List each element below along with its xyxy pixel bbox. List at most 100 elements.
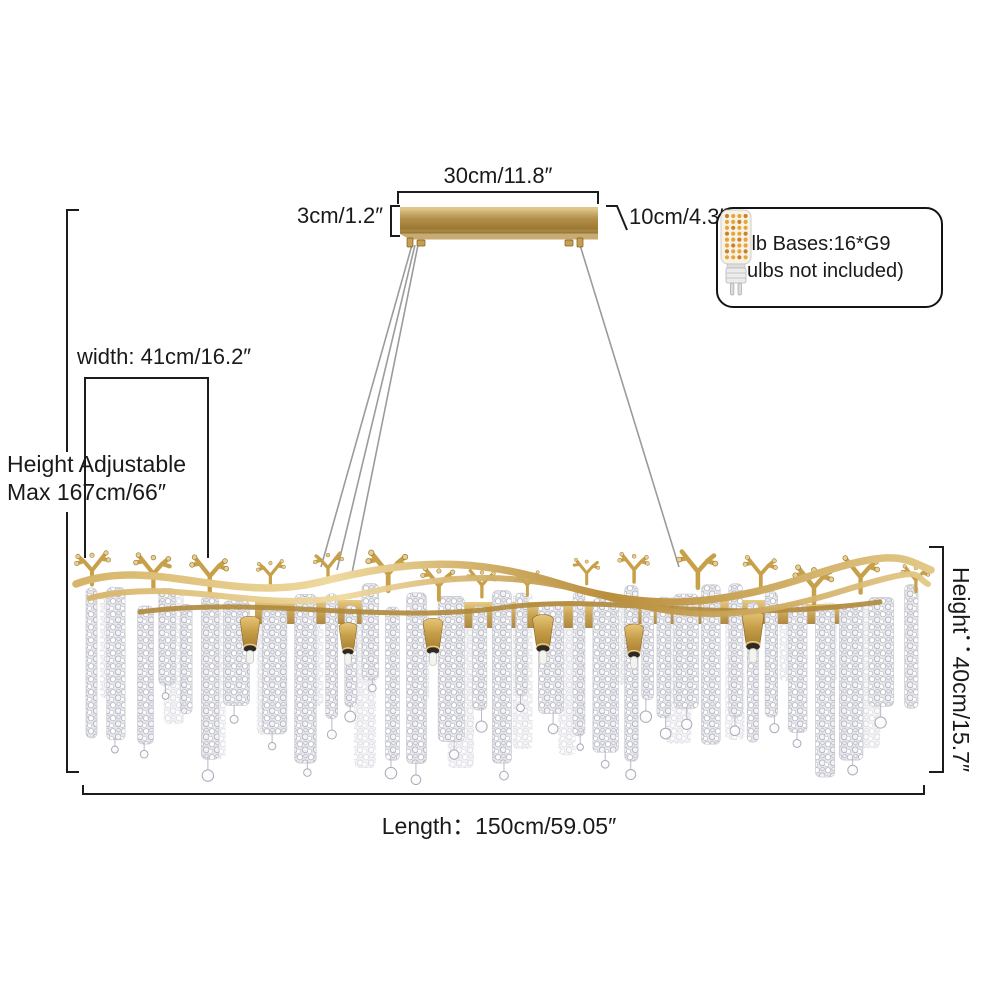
crystal-drop-highlight xyxy=(370,685,373,688)
twig-strokes xyxy=(572,558,600,586)
twig-strokes xyxy=(617,552,650,584)
twig-tip xyxy=(150,554,157,561)
suspension-wire xyxy=(579,244,680,568)
crystal-strand xyxy=(815,607,836,778)
socket-cone xyxy=(741,610,765,647)
fixture-width-bracket xyxy=(84,377,209,558)
socket-cone xyxy=(624,623,644,655)
twig-tip xyxy=(105,557,111,563)
bulb-dot xyxy=(724,255,730,260)
socket-cone xyxy=(239,615,261,649)
gold-twig xyxy=(313,551,344,582)
bulb-socket xyxy=(741,610,765,664)
bulb-dot xyxy=(743,249,748,254)
twig-tip xyxy=(772,565,778,570)
twig-strokes xyxy=(256,559,286,589)
canopy-depth-indicator xyxy=(606,205,628,231)
bulb-dot xyxy=(731,225,736,230)
twig-tip xyxy=(479,570,484,575)
branch-vine xyxy=(72,554,935,606)
crystal-strand xyxy=(294,594,317,764)
bulbs-not-included-text: (Bulbs not included) xyxy=(727,259,904,282)
crystal-strand xyxy=(572,591,586,737)
crystal-drop-highlight xyxy=(602,761,606,765)
crystal-drop xyxy=(139,749,149,759)
crystal-drop-highlight xyxy=(163,693,166,696)
socket-cone xyxy=(338,622,358,652)
twig-tip xyxy=(644,555,649,560)
twig-tip xyxy=(325,552,331,558)
bulb-sockets xyxy=(239,610,765,670)
bulb-dot xyxy=(731,231,736,236)
socket-opening xyxy=(243,645,257,653)
crystal-drop-highlight xyxy=(501,772,505,776)
twig-strokes xyxy=(676,549,718,591)
crystal-strand xyxy=(728,583,743,718)
crystal-drop xyxy=(769,723,780,734)
bulb-socket xyxy=(624,623,644,670)
twig-strokes xyxy=(133,552,172,591)
twig-tip xyxy=(223,565,230,572)
twig-tip xyxy=(645,561,650,566)
twig-tip xyxy=(103,550,109,556)
socket-opening xyxy=(536,645,550,653)
twig-tip xyxy=(191,554,198,560)
twig-tip xyxy=(619,551,624,557)
bulb-dot xyxy=(743,225,748,230)
suspension-wires xyxy=(320,244,680,574)
bulb-dot xyxy=(724,249,730,254)
twig-tip xyxy=(574,557,578,562)
canopy-top-edge xyxy=(400,207,598,211)
crystal-drop-highlight xyxy=(627,771,631,775)
crystal-strand xyxy=(515,592,528,697)
crystal-drop-highlight xyxy=(478,722,482,727)
bulb-dot xyxy=(737,255,742,260)
crystal-drop xyxy=(161,692,170,700)
canopy-body xyxy=(400,210,598,234)
crystal-drop xyxy=(229,714,239,724)
bulb-dot xyxy=(724,237,730,242)
branch-vine xyxy=(87,571,931,617)
twig-tip xyxy=(436,568,442,574)
twig-strokes xyxy=(313,551,344,582)
twig-tip xyxy=(365,558,372,565)
twig-tip xyxy=(368,549,375,556)
twig-tip xyxy=(631,554,637,559)
crystal-drop-highlight xyxy=(877,718,881,723)
bulb-dot xyxy=(724,231,730,236)
canopy-hardware xyxy=(406,237,584,248)
canopy-thickness-label: 3cm/1.2″ xyxy=(296,203,383,228)
twig-tip xyxy=(676,556,683,563)
bulb-dot xyxy=(737,231,742,236)
twig-tip xyxy=(135,552,142,558)
gold-twig xyxy=(742,555,778,590)
crystal-drop xyxy=(448,749,460,760)
crystal-drop-highlight xyxy=(662,729,666,734)
crystal-drop-highlight xyxy=(849,766,853,770)
crystal-strand xyxy=(592,597,619,753)
twig-tip xyxy=(596,565,601,570)
crystal-strand xyxy=(137,605,154,745)
bulb-dot xyxy=(737,213,742,219)
crystal-drop-highlight xyxy=(204,771,209,776)
crystal-drop-highlight xyxy=(771,725,775,729)
bulb-stub xyxy=(344,653,352,666)
crystal-strand xyxy=(656,596,671,719)
suspension-wire xyxy=(336,244,416,571)
crystal-drop-highlight xyxy=(642,712,646,717)
crystal-drop xyxy=(600,759,610,769)
crystal-drop xyxy=(516,703,525,713)
gold-twig xyxy=(676,549,719,591)
crystal-strand xyxy=(838,603,864,761)
crystal-drop-highlight xyxy=(269,743,273,747)
twig-strokes xyxy=(743,555,778,590)
crystal-drop-highlight xyxy=(578,744,581,748)
bulb-stub xyxy=(246,650,254,664)
bulb-socket xyxy=(338,622,358,666)
bulb-dot xyxy=(731,213,736,219)
bulb-dot xyxy=(743,219,748,224)
bulb-socket xyxy=(532,614,554,665)
crystal-strand xyxy=(261,608,288,735)
crystal-strand xyxy=(158,588,176,686)
crystal-strand xyxy=(624,585,639,762)
